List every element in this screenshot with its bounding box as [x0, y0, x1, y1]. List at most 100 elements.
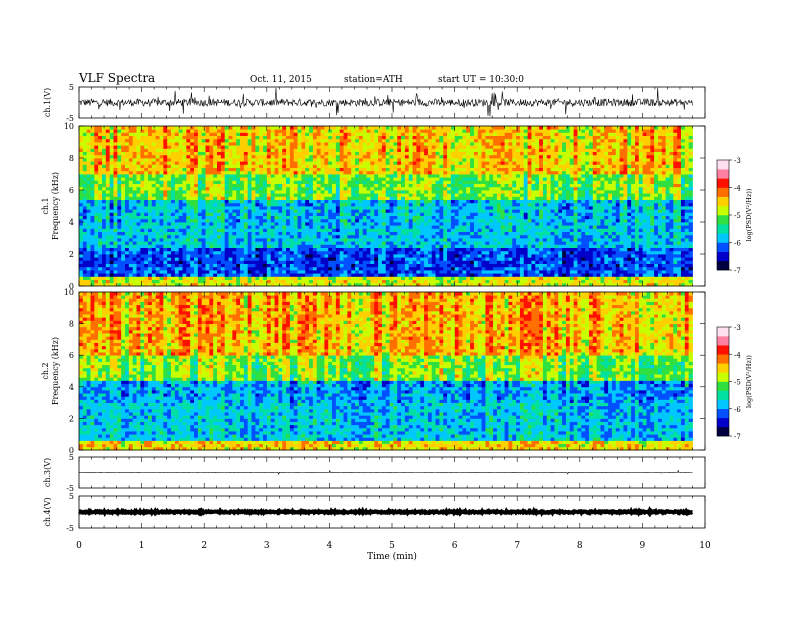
ch1-spectrogram-cell: [98, 216, 102, 220]
ch1-spectrogram-cell: [271, 126, 275, 130]
ch1-spectrogram-cell: [232, 152, 236, 156]
ch1-spectrogram-cell: [213, 145, 217, 149]
ch1-spectrogram-cell: [198, 155, 202, 159]
ch1-spectrogram-cell: [347, 264, 351, 268]
ch1-spectrogram-cell: [255, 196, 259, 200]
ch1-spectrogram-cell: [290, 212, 294, 216]
ch1-spectrogram-cell: [332, 129, 336, 133]
ch1-spectrogram-cell: [282, 206, 286, 210]
ch1-spectrogram-cell: [106, 235, 110, 239]
ch1-spectrogram-cell: [209, 238, 213, 242]
ch1-spectrogram-cell: [236, 248, 240, 252]
ch1-spectrogram-cell: [209, 196, 213, 200]
ch1-spectrogram-cell: [347, 155, 351, 159]
ch1-spectrogram-cell: [428, 152, 432, 156]
ch1-spectrogram-cell: [386, 225, 390, 229]
ch1-spectrogram-cell: [221, 254, 225, 258]
ch1-spectrogram-cell: [106, 273, 110, 277]
ch1-spectrogram-cell: [175, 126, 179, 130]
ch1-spectrogram-cell: [443, 270, 447, 274]
ch1-spectrogram-cell: [282, 142, 286, 146]
ch1-spectrogram-cell: [290, 158, 294, 162]
ch1-spectrogram-cell: [248, 180, 252, 184]
ch1-spectrogram-cell: [436, 248, 440, 252]
ch1-spectrogram-cell: [202, 232, 206, 236]
ch1-spectrogram-cell: [148, 232, 152, 236]
ch1-spectrogram-cell: [416, 132, 420, 136]
ch1-spectrogram-cell: [171, 174, 175, 178]
ch1-spectrogram-cell: [374, 136, 378, 140]
ch1-spectrogram-cell: [255, 187, 259, 191]
ch1-spectrogram-cell: [436, 161, 440, 165]
ch1-spectrogram-cell: [190, 225, 194, 229]
ch1-spectrogram-cell: [367, 232, 371, 236]
ch1-spectrogram-cell: [275, 139, 279, 143]
ch1-spectrogram-cell: [447, 212, 451, 216]
ch1-spectrogram-cell: [351, 200, 355, 204]
ch1-spectrogram-cell: [313, 222, 317, 226]
ch1-spectrogram-cell: [286, 251, 290, 255]
ch1-spectrogram-cell: [347, 251, 351, 255]
ch1-spectrogram-cell: [248, 225, 252, 229]
ch1-spectrogram-cell: [267, 244, 271, 248]
ch1-spectrogram-cell: [397, 280, 401, 284]
ch1-spectrogram-cell: [259, 164, 263, 168]
ch1-spectrogram-cell: [229, 158, 233, 162]
ch1-spectrogram-cell: [386, 161, 390, 165]
ch1-spectrogram-cell: [405, 168, 409, 172]
ch1-spectrogram-cell: [183, 209, 187, 213]
ch1-spectrogram-cell: [179, 203, 183, 207]
ch1-spectrogram-cell: [183, 244, 187, 248]
ch1-spectrogram-cell: [286, 228, 290, 232]
ch1-spectrogram-cell: [91, 238, 95, 242]
ch1-spectrogram-cell: [163, 193, 167, 197]
ch1-spectrogram-cell: [386, 193, 390, 197]
ch1-spectrogram-cell: [378, 244, 382, 248]
ch1-spectrogram-cell: [171, 216, 175, 220]
ch1-spectrogram-cell: [225, 257, 229, 261]
ch1-spectrogram-cell: [91, 152, 95, 156]
ch1-spectrogram-cell: [236, 235, 240, 239]
ch1-spectrogram-cell: [202, 161, 206, 165]
ch1-spectrogram-cell: [171, 190, 175, 194]
ch1-spectrogram-cell: [102, 248, 106, 252]
ch1-spectrogram-cell: [186, 145, 190, 149]
ch1-spectrogram-cell: [355, 225, 359, 229]
ch1-spectrogram-cell: [225, 238, 229, 242]
ch1-spectrogram-cell: [225, 251, 229, 255]
ch1-spectrogram-cell: [401, 180, 405, 184]
ch1-spectrogram-cell: [386, 209, 390, 213]
ch1-spectrogram-cell: [94, 203, 98, 207]
ch1-spectrogram-cell: [117, 267, 121, 271]
ch1-spectrogram-cell: [416, 251, 420, 255]
ch1-spectrogram-cell: [317, 212, 321, 216]
ch1-spectrogram-cell: [424, 129, 428, 133]
ch1-spectrogram-cell: [436, 129, 440, 133]
ch1-spectrogram-cell: [133, 222, 137, 226]
ch1-spectrogram-cell: [378, 196, 382, 200]
ch1-spectrogram-cell: [198, 212, 202, 216]
ch1-spectrogram-cell: [225, 152, 229, 156]
ch1-spectrogram-cell: [186, 244, 190, 248]
ch1-spectrogram-cell: [83, 177, 87, 181]
ch1-spectrogram-cell: [91, 209, 95, 213]
ch1-spectrogram-cell: [278, 145, 282, 149]
ch1-spectrogram-cell: [202, 222, 206, 226]
ch1-spectrogram-cell: [267, 280, 271, 284]
ch1-spectrogram-cell: [106, 158, 110, 162]
ch1-spectrogram-cell: [114, 196, 118, 200]
ch1-spectrogram-cell: [332, 136, 336, 140]
ch1-spectrogram-cell: [213, 132, 217, 136]
ch1-spectrogram-cell: [133, 161, 137, 165]
ch1-spectrogram-cell: [152, 270, 156, 274]
ch1-spectrogram-cell: [332, 148, 336, 152]
ch1-spectrogram-cell: [106, 193, 110, 197]
ch1-waveform-trace: [79, 88, 693, 117]
ch1-spectrogram-cell: [305, 260, 309, 264]
ch1-spectrogram-cell: [401, 139, 405, 143]
ch1-spectrogram-cell: [447, 273, 451, 277]
ch1-spectrogram-cell: [217, 174, 221, 178]
ch1-spectrogram-cell: [370, 142, 374, 146]
ch1-spectrogram-cell: [401, 132, 405, 136]
ch1-spectrogram-cell: [194, 212, 198, 216]
